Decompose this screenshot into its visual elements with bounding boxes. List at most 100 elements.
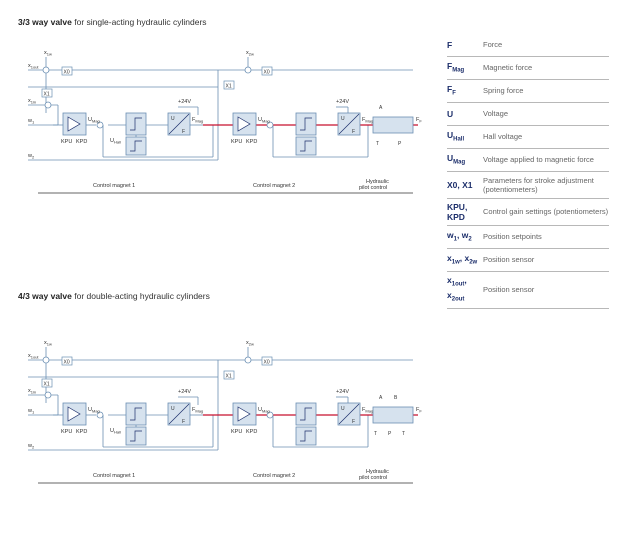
legend-row: w1, w2 Position setpoints <box>447 226 609 249</box>
summing-junction-in <box>44 101 52 109</box>
legend-table: F Force FMag Magnetic force FF Spring fo… <box>447 34 609 309</box>
summing-junction-x2 <box>244 66 252 74</box>
svg-text:T: T <box>376 141 379 147</box>
svg-text:FMag: FMag <box>192 117 203 124</box>
valve-body <box>372 116 414 134</box>
section-title-bold: 4/3 way valve <box>18 291 72 301</box>
svg-text:X1: X1 <box>226 84 232 90</box>
svg-text:FMag: FMag <box>362 407 373 414</box>
summing-junction-u <box>96 121 104 129</box>
limiter-icon <box>300 140 312 152</box>
svg-text:F: F <box>352 129 355 135</box>
legend-description: Parameters for stroke adjustment (potent… <box>483 175 594 195</box>
x0-box <box>61 66 73 76</box>
limiter-block-2 <box>295 136 317 156</box>
svg-text:Control magnet 2: Control magnet 2 <box>253 183 295 189</box>
svg-text:UHall: UHall <box>110 138 121 145</box>
svg-text:B: B <box>394 395 398 401</box>
svg-text:x1in: x1in <box>28 388 36 395</box>
svg-text:w1: w1 <box>27 408 35 415</box>
legend-description: Position setpoints <box>483 232 542 242</box>
legend-symbol: FMag <box>447 60 465 74</box>
summing-junction-u2 <box>266 121 274 129</box>
amplifier-icon <box>67 116 81 132</box>
valve-body <box>372 406 414 424</box>
legend-row: x1w, x2w Position sensor <box>447 249 609 272</box>
block-diagram: x1w x1out x1in w1 w2 x2w X0 X0 X1 X1 UMa… <box>27 340 422 484</box>
svg-text:Control magnet 1: Control magnet 1 <box>93 183 135 189</box>
legend-description: Magnetic force <box>483 63 533 73</box>
legend-row: U Voltage <box>447 103 609 126</box>
legend-symbol: KPU, KPD <box>447 202 468 222</box>
svg-text:KPD: KPD <box>246 429 257 435</box>
hysteresis-icon <box>300 117 312 131</box>
svg-text:UMag: UMag <box>88 117 100 124</box>
svg-text:P: P <box>398 141 402 147</box>
svg-text:KPD: KPD <box>76 139 87 145</box>
svg-text:Hydraulic: Hydraulic <box>366 469 389 475</box>
svg-text:FF: FF <box>416 407 422 414</box>
control-diagram-3-3: x1w x1out x1in w1 w2 x2w X0 X0 X1 X1 UMa… <box>18 45 428 195</box>
svg-text:P: P <box>388 431 392 437</box>
svg-text:x1in: x1in <box>28 98 36 105</box>
legend-symbol: x1out, x2out <box>447 275 467 303</box>
svg-text:UMag: UMag <box>258 117 270 124</box>
section-title-rest: for single-acting hydraulic cylinders <box>71 17 207 27</box>
amplifier-icon <box>237 116 251 132</box>
legend-row: FMag Magnetic force <box>447 57 609 80</box>
svg-text:A: A <box>379 395 383 401</box>
legend-row: x1out, x2out Position sensor <box>447 272 609 309</box>
svg-text:FF: FF <box>416 117 422 124</box>
limiter-icon <box>130 140 142 152</box>
hysteresis-icon <box>130 407 142 421</box>
svg-text:KPU: KPU <box>61 139 72 145</box>
svg-text:KPU: KPU <box>231 429 242 435</box>
svg-text:F: F <box>352 419 355 425</box>
hysteresis-icon <box>130 117 142 131</box>
svg-text:KPD: KPD <box>246 139 257 145</box>
svg-text:x2w: x2w <box>246 340 254 347</box>
svg-text:T: T <box>374 431 377 437</box>
svg-text:x1w: x1w <box>44 340 52 347</box>
svg-text:Control magnet 1: Control magnet 1 <box>93 473 135 479</box>
limiter-block-1 <box>125 426 147 446</box>
svg-text:X0: X0 <box>64 70 70 76</box>
x1-box-2 <box>223 80 235 90</box>
svg-text:X0: X0 <box>264 70 270 76</box>
svg-text:x1out: x1out <box>28 353 39 360</box>
svg-text:Control magnet 2: Control magnet 2 <box>253 473 295 479</box>
svg-text:w2: w2 <box>27 153 35 160</box>
comparator-block-1 <box>125 402 147 426</box>
x1-box <box>41 378 53 388</box>
legend-description: Force <box>483 40 503 50</box>
legend-symbol: w1, w2 <box>447 229 472 243</box>
limiter-icon <box>300 430 312 442</box>
legend-symbol: U <box>447 109 454 119</box>
amplifier-icon <box>67 406 81 422</box>
amplifier-icon <box>237 406 251 422</box>
svg-text:UMag: UMag <box>88 407 100 414</box>
legend-symbol: X0, X1 <box>447 180 473 190</box>
limiter-block-2 <box>295 426 317 446</box>
x1-box-2 <box>223 370 235 380</box>
legend-symbol: UMag <box>447 152 466 166</box>
summing-junction-in <box>44 391 52 399</box>
comparator-block-2 <box>295 112 317 136</box>
svg-text:F: F <box>182 419 185 425</box>
legend-symbol: FF <box>447 83 456 97</box>
x0-box-2 <box>261 66 273 76</box>
svg-text:A: A <box>379 105 383 111</box>
legend-symbol: F <box>447 40 453 50</box>
legend-description: Hall voltage <box>483 132 523 142</box>
svg-text:T: T <box>402 431 405 437</box>
summing-junction-x1 <box>42 66 50 74</box>
svg-text:x1w: x1w <box>44 50 52 57</box>
block-diagram: x1w x1out x1in w1 w2 x2w X0 X0 X1 X1 UMa… <box>27 50 422 194</box>
svg-text:KPD: KPD <box>76 429 87 435</box>
section-title-4-3-valve: 4/3 way valve for double-acting hydrauli… <box>18 291 210 301</box>
summing-junction-u2 <box>266 411 274 419</box>
svg-text:X1: X1 <box>44 92 50 98</box>
svg-text:x2w: x2w <box>246 50 254 57</box>
svg-text:+24V: +24V <box>336 389 349 395</box>
summing-junction-x2 <box>244 356 252 364</box>
